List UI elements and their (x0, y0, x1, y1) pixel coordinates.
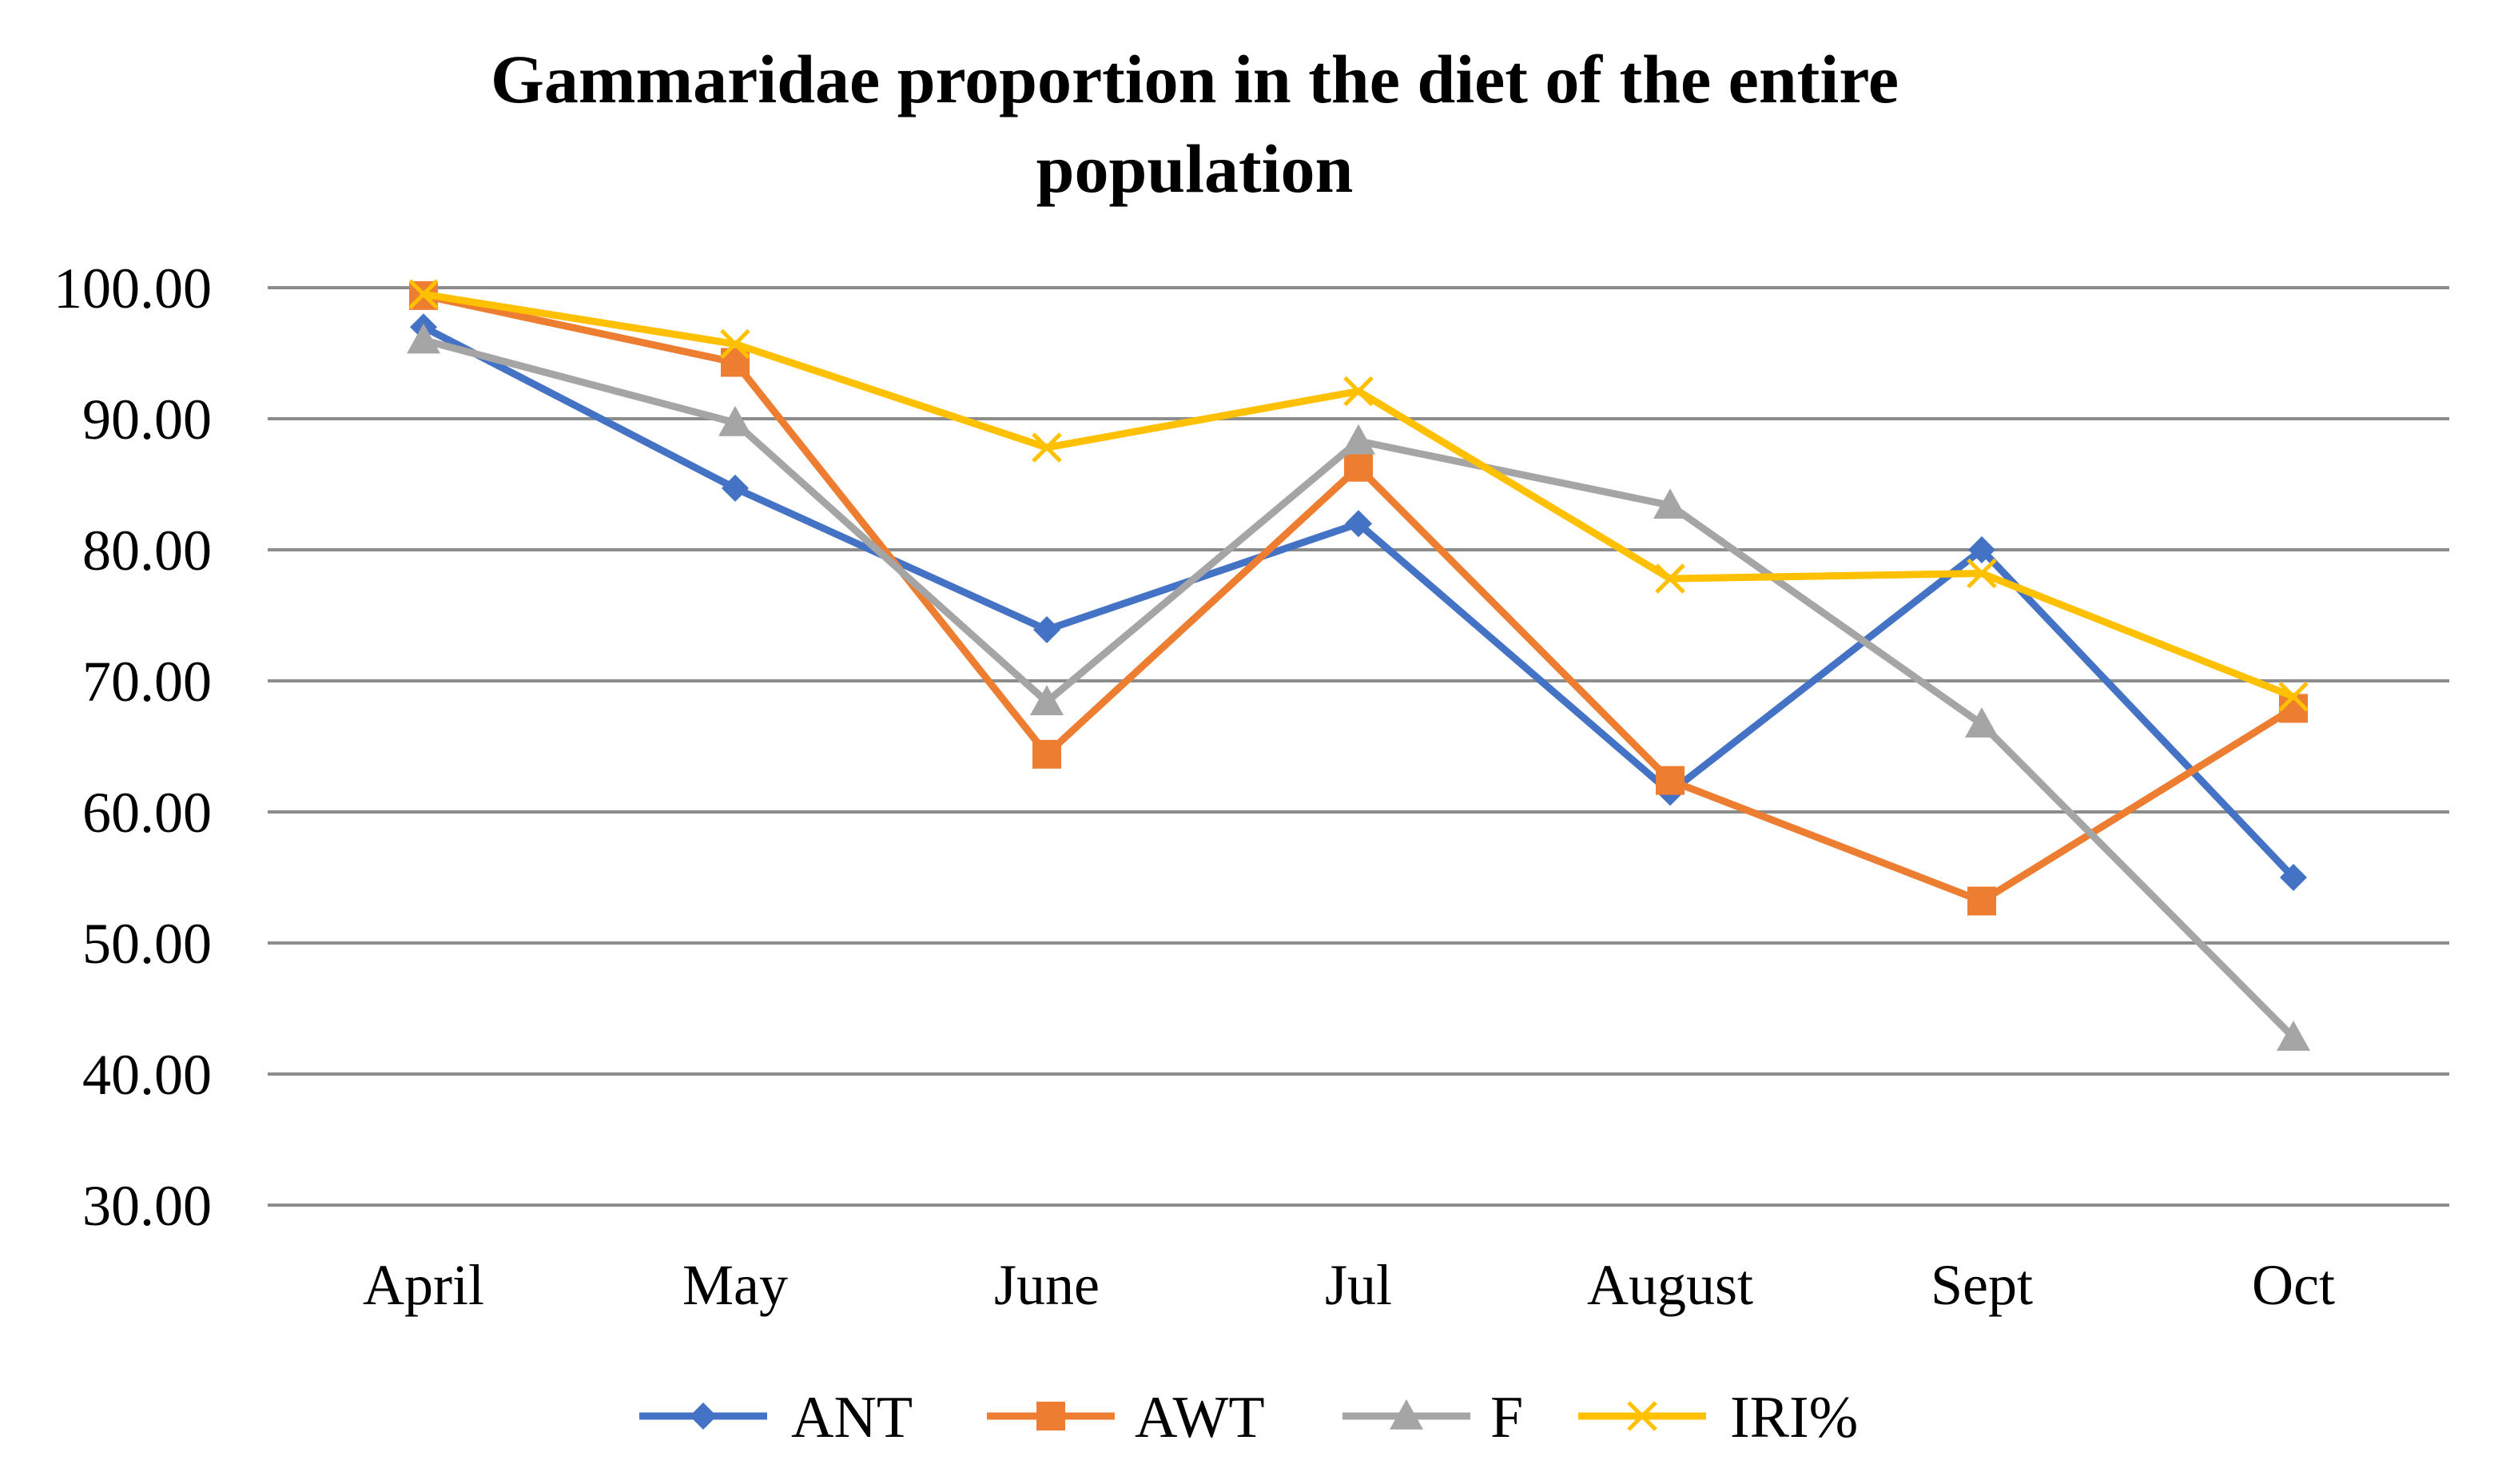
data-point (1967, 886, 1996, 916)
series-f (407, 323, 2310, 1051)
data-point (1342, 424, 1375, 455)
data-point (1344, 452, 1373, 482)
data-point (1653, 488, 1687, 519)
data-point (1655, 563, 1685, 594)
x-tick-label-august: August (1587, 1253, 1753, 1317)
legend-label: IRI% (1730, 1385, 1858, 1450)
x-tick-label-may: May (682, 1253, 788, 1317)
legend-label: AWT (1135, 1385, 1265, 1450)
data-point (1968, 536, 1995, 563)
series-line (420, 292, 2297, 905)
x-tick-label-jul: Jul (1325, 1253, 1392, 1317)
legend-marker (690, 1402, 717, 1430)
legend-label: F (1490, 1385, 1523, 1450)
legend-item-awt: AWT (987, 1385, 1265, 1450)
y-tick-label: 60.00 (82, 781, 212, 845)
y-tick-label: 90.00 (82, 388, 212, 452)
legend-marker (1036, 1402, 1065, 1430)
legend-label: ANT (791, 1385, 913, 1450)
legend-item-f: F (1342, 1385, 1523, 1450)
data-point (2277, 1020, 2310, 1051)
legend: ANT AWT F IRI% (639, 1385, 1858, 1450)
series-plot-area (407, 279, 2310, 1051)
y-tick-label: 40.00 (82, 1043, 212, 1107)
data-point (1032, 432, 1062, 463)
data-point (1965, 707, 1999, 738)
x-tick-label-june: June (994, 1253, 1100, 1317)
data-point (1030, 685, 1064, 716)
data-point (407, 323, 440, 354)
data-point (1967, 558, 1997, 589)
y-tick-label: 100.00 (54, 257, 212, 320)
y-tick-label: 70.00 (82, 650, 212, 714)
data-point (1032, 739, 1061, 769)
y-axis-tick-labels: 30.00 40.00 50.00 60.00 70.00 80.00 90.00 100.0… (54, 257, 212, 1238)
data-point (720, 328, 750, 360)
data-point (1345, 510, 1372, 538)
legend-marker (1627, 1401, 1657, 1431)
y-tick-label: 50.00 (82, 912, 212, 976)
data-point (1033, 616, 1060, 644)
chart-title-line-1: Gammaridae proportion in the diet of the… (491, 41, 1899, 117)
data-point (1343, 376, 1374, 407)
series-ant (410, 313, 2307, 891)
gridlines (268, 286, 2449, 1207)
data-point (722, 474, 749, 502)
series-iri-pct (408, 279, 2309, 712)
y-tick-label: 80.00 (82, 519, 212, 583)
chart-title-line-2: population (1036, 130, 1354, 207)
y-tick-label: 30.00 (82, 1174, 212, 1238)
x-axis-tick-labels: April May June Jul August Sept Oct (363, 1253, 2335, 1317)
series-line (420, 323, 2297, 881)
x-tick-label-april: April (363, 1253, 484, 1317)
x-tick-label-oct: Oct (2252, 1253, 2335, 1317)
legend-marker (1390, 1399, 1423, 1430)
data-point (1656, 766, 1685, 795)
legend-item-iri-pct: IRI% (1578, 1385, 1858, 1450)
data-point (2280, 864, 2307, 891)
legend-item-ant: ANT (639, 1385, 913, 1450)
x-tick-label-sept: Sept (1931, 1253, 2033, 1317)
data-point (718, 405, 752, 436)
data-point (408, 279, 439, 309)
data-point (2278, 681, 2309, 712)
